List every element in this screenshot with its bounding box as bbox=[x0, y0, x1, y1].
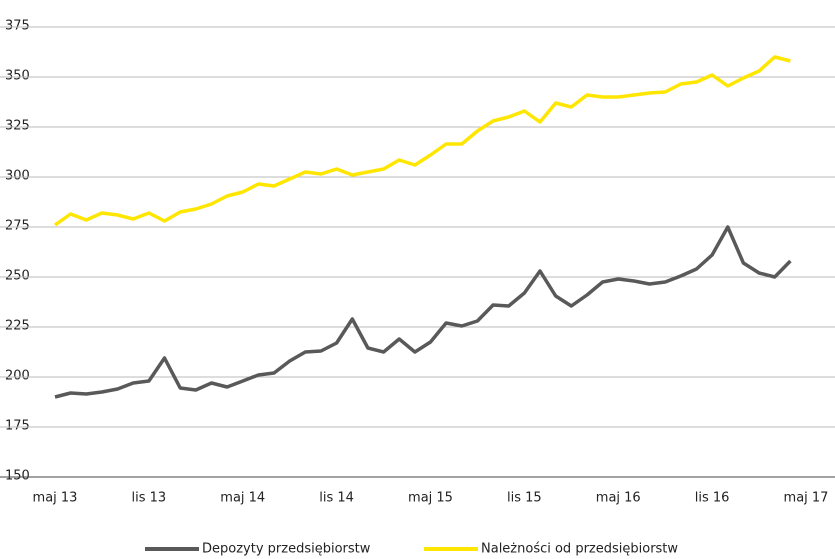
y-tick-label: 325 bbox=[5, 119, 30, 134]
series-line bbox=[54, 225, 792, 399]
y-tick-label: 200 bbox=[5, 369, 30, 384]
y-tick-label: 275 bbox=[5, 219, 30, 234]
x-tick-label: maj 13 bbox=[33, 491, 78, 506]
y-tick-label: 250 bbox=[5, 269, 30, 284]
legend-label: Należności od przedsiębiorstw bbox=[481, 542, 678, 557]
x-tick-label: lis 16 bbox=[695, 491, 730, 506]
x-tick-label: maj 14 bbox=[220, 491, 265, 506]
x-tick-label: lis 13 bbox=[132, 491, 167, 506]
x-tick-label: maj 16 bbox=[596, 491, 641, 506]
y-tick-label: 375 bbox=[5, 19, 30, 34]
x-tick-label: lis 15 bbox=[507, 491, 542, 506]
y-tick-label: 150 bbox=[5, 469, 30, 484]
y-tick-label: 175 bbox=[5, 419, 30, 434]
x-tick-label: maj 17 bbox=[784, 491, 829, 506]
y-tick-label: 225 bbox=[5, 319, 30, 334]
x-tick-label: lis 14 bbox=[319, 491, 354, 506]
legend-label: Depozyty przedsiębiorstw bbox=[202, 542, 371, 557]
y-tick-label: 300 bbox=[5, 169, 30, 184]
x-tick-label: maj 15 bbox=[408, 491, 453, 506]
y-tick-label: 350 bbox=[5, 69, 30, 84]
series-line bbox=[53, 55, 791, 227]
